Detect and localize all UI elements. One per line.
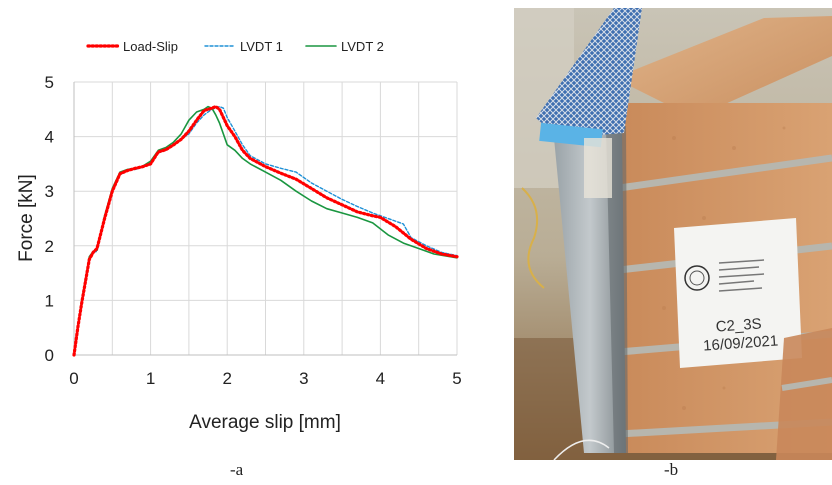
legend-label: LVDT 1 <box>240 39 283 54</box>
wire <box>553 439 610 460</box>
legend-label: Load-Slip <box>123 39 178 54</box>
cable <box>521 187 545 289</box>
second-brick <box>776 328 832 460</box>
specimen-photo-drawing: C2_3S 16/09/2021 <box>514 8 832 460</box>
glass-fiber-mesh <box>536 8 642 138</box>
x-tick-label: 5 <box>452 369 461 388</box>
series-line-load-slip <box>72 104 459 357</box>
specimen-label-card: C2_3S 16/09/2021 <box>674 218 802 368</box>
force-slip-chart: Load-Slip LVDT 1 LVDT 2 0 1 2 3 4 5 0 1 2 3 4 5 Avera… <box>16 39 462 433</box>
y-tick-label: 4 <box>45 128 54 147</box>
label-code: C2_3S <box>715 315 762 335</box>
x-axis-title: Average slip [mm] <box>189 412 341 433</box>
tick-labels: 0 1 2 3 4 5 0 1 2 3 4 5 <box>45 73 462 388</box>
x-tick-label: 0 <box>69 369 78 388</box>
label-date: 16/09/2021 <box>703 332 779 354</box>
y-axis-title: Force [kN] <box>16 174 37 262</box>
y-tick-label: 1 <box>45 291 54 310</box>
caption-b: -b <box>664 460 679 479</box>
x-tick-label: 1 <box>146 369 155 388</box>
x-tick-label: 3 <box>299 369 308 388</box>
y-tick-label: 0 <box>45 346 54 365</box>
x-tick-label: 2 <box>222 369 231 388</box>
legend: Load-Slip LVDT 1 LVDT 2 <box>86 39 384 54</box>
y-tick-label: 5 <box>45 73 54 92</box>
brick-top-face <box>614 16 832 118</box>
caption-a: -a <box>230 460 244 479</box>
grid-layer <box>74 81 458 355</box>
axes-layer <box>73 82 457 356</box>
series-layer <box>72 104 459 357</box>
x-tick-label: 4 <box>376 369 385 388</box>
specimen-photo: C2_3S 16/09/2021 <box>514 8 832 460</box>
y-tick-label: 2 <box>45 237 54 256</box>
legend-label: LVDT 2 <box>341 39 384 54</box>
y-tick-label: 3 <box>45 182 54 201</box>
